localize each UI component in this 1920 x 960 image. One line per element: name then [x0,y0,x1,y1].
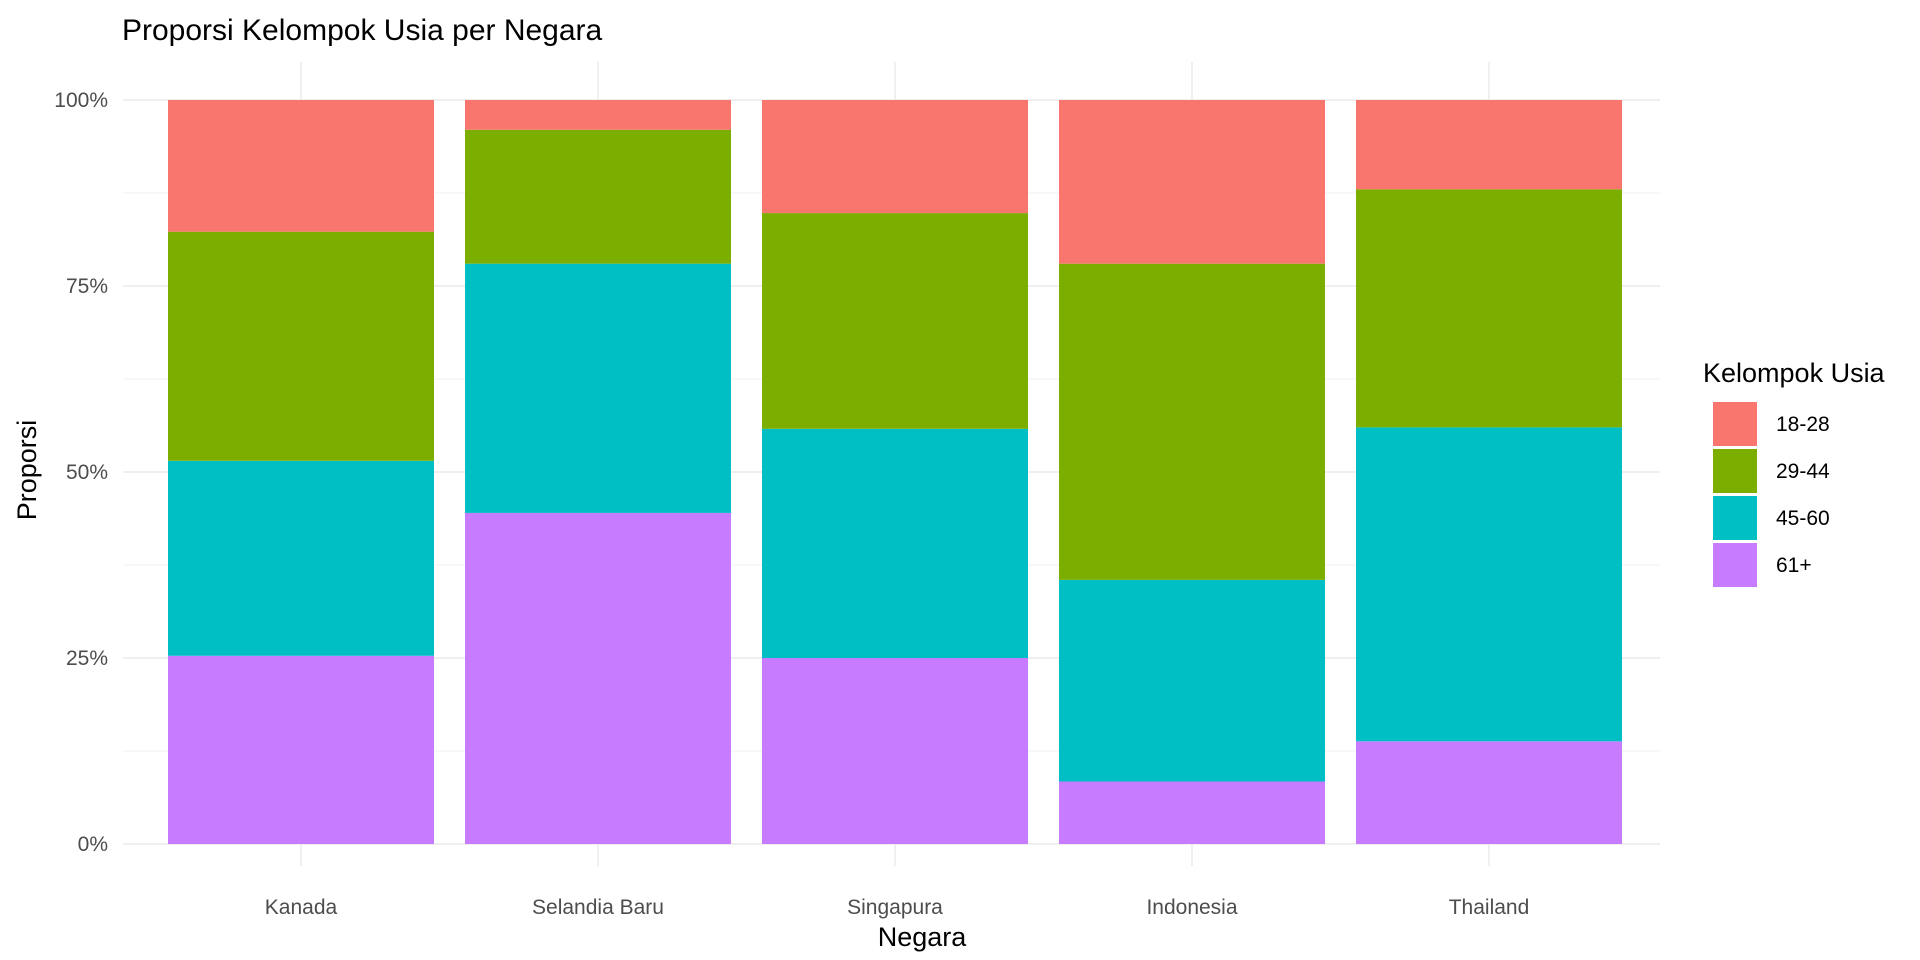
bar-segment [465,512,731,844]
bar-segment [168,460,434,656]
bar-segment [1356,100,1622,190]
legend-label: 18-28 [1776,413,1830,436]
legend-title: Kelompok Usia [1703,358,1886,388]
bar-segment [465,129,731,264]
bar-segment [465,263,731,513]
legend-label: 61+ [1776,554,1812,577]
bar-segment [1356,189,1622,428]
bar-segment [465,100,731,130]
y-tick-labels: 0% 25% 50% 75% 100% [54,89,108,856]
legend-label: 45-60 [1776,507,1830,530]
bar-segment [1059,579,1325,782]
y-axis-title: Proporsi [12,420,42,521]
x-tick-labels: Kanada Selandia Baru Singapura Indonesia Tha… [265,896,1529,919]
x-tick-label: Indonesia [1146,896,1237,919]
y-tick-label: 75% [66,275,108,298]
y-tick-label: 0% [78,833,108,856]
legend: Kelompok Usia 18-28 29-44 45-60 61+ [1703,358,1886,587]
legend-label: 29-44 [1776,460,1830,483]
legend-key [1713,449,1757,493]
x-tick-label: Singapura [847,896,943,919]
y-tick-label: 50% [66,461,108,484]
legend-key [1713,402,1757,446]
bars [168,100,1622,844]
bar-segment [762,100,1028,214]
chart-title: Proporsi Kelompok Usia per Negara [122,14,603,47]
x-axis-title: Negara [878,922,968,952]
bar-segment [168,655,434,844]
bar-segment [1059,100,1325,264]
legend-key [1713,543,1757,587]
bar-segment [168,231,434,461]
y-tick-label: 100% [54,89,108,112]
x-tick-label: Thailand [1449,896,1530,919]
bar-segment [1356,741,1622,844]
legend-key [1713,496,1757,540]
x-tick-label: Kanada [265,896,338,919]
bar-segment [1356,427,1622,742]
bar-segment [1059,263,1325,580]
bar-segment [1059,781,1325,844]
bar-segment [168,100,434,232]
bar-segment [762,428,1028,658]
x-tick-label: Selandia Baru [532,896,664,919]
bar-segment [762,658,1028,844]
bar-segment [762,213,1028,429]
y-tick-label: 25% [66,647,108,670]
